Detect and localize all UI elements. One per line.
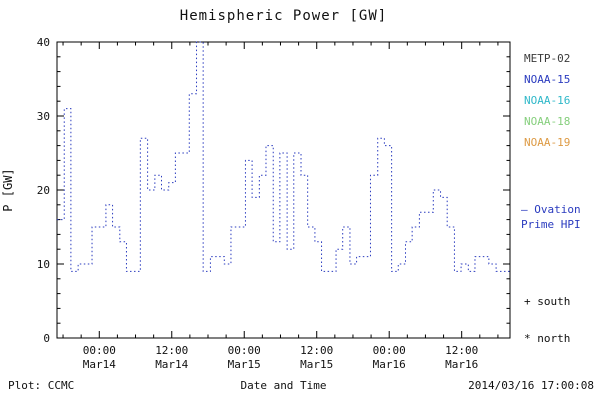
legend-item-noaa16: NOAA-16: [524, 94, 571, 107]
svg-text:Mar15: Mar15: [300, 358, 333, 371]
svg-text:Mar15: Mar15: [228, 358, 261, 371]
legend-item-noaa19: NOAA-19: [524, 136, 571, 149]
svg-text:00:00: 00:00: [228, 344, 261, 357]
plot-box: [56, 41, 511, 339]
north-marker-note: * north: [524, 332, 571, 345]
plot-timestamp: 2014/03/16 17:00:08: [468, 379, 594, 392]
x-axis-title: Date and Time: [240, 379, 327, 392]
svg-text:40: 40: [37, 36, 50, 49]
svg-text:12:00: 12:00: [155, 344, 188, 357]
south-marker-note: + south: [524, 295, 571, 308]
svg-text:Mar16: Mar16: [373, 358, 406, 371]
svg-text:20: 20: [37, 184, 50, 197]
svg-text:Mar14: Mar14: [83, 358, 116, 371]
svg-text:00:00: 00:00: [373, 344, 406, 357]
ovation-label-line1: — Ovation: [521, 203, 581, 216]
plot-source-label: Plot: CCMC: [8, 379, 75, 392]
ovation-label-line2: Prime HPI: [521, 218, 581, 231]
legend-item-metp02: METP-02: [524, 52, 571, 65]
svg-text:Mar16: Mar16: [445, 358, 478, 371]
hpi-step-line: [57, 41, 510, 272]
svg-text:12:00: 12:00: [300, 344, 333, 357]
satellite-legend: METP-02 NOAA-15 NOAA-16 NOAA-18 NOAA-19: [524, 48, 570, 153]
svg-text:12:00: 12:00: [445, 344, 478, 357]
legend-item-noaa18: NOAA-18: [524, 115, 571, 128]
svg-text:10: 10: [37, 258, 50, 271]
svg-text:30: 30: [37, 110, 50, 123]
legend-item-noaa15: NOAA-15: [524, 73, 571, 86]
svg-text:00:00: 00:00: [83, 344, 116, 357]
svg-text:Mar14: Mar14: [155, 358, 188, 371]
chart-title: Hemispheric Power [GW]: [179, 8, 388, 24]
ovation-prime-hpi-label: — Ovation Prime HPI: [521, 202, 581, 232]
svg-text:0: 0: [43, 332, 50, 345]
